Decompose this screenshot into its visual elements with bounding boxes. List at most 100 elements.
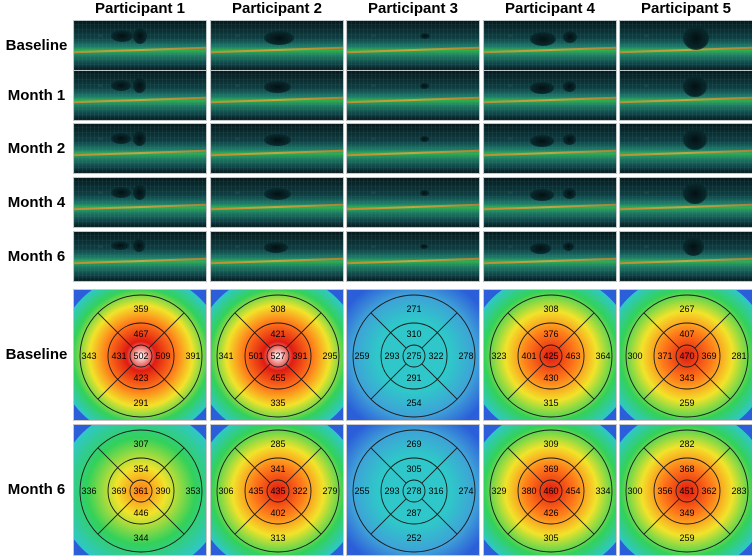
inner-superior-value: 341 — [270, 464, 285, 474]
retinal-fluid-region — [563, 241, 575, 252]
etdrs-sector-line — [558, 363, 595, 400]
retinal-fluid-region — [110, 79, 131, 91]
retinal-fluid-region — [419, 33, 430, 40]
column-header: Participant 4 — [504, 0, 596, 17]
inner-superior-value: 310 — [406, 329, 421, 339]
etdrs-sector-line — [234, 363, 271, 400]
retinal-fluid-region — [683, 182, 707, 205]
oct-scan-image — [346, 20, 480, 71]
inner-inferior-value: 402 — [270, 508, 285, 518]
outer-superior-value: 308 — [543, 304, 558, 314]
retinal-fluid-region — [133, 131, 146, 146]
thickness-map-graphic: 502 467 509 423 431 359 391 291 343 — [74, 290, 206, 420]
inner-nasal-value: 463 — [565, 351, 580, 361]
etdrs-ring — [489, 429, 613, 553]
inner-temporal-value: 401 — [521, 351, 536, 361]
etdrs-ring — [266, 479, 290, 503]
etdrs-ring — [107, 322, 175, 390]
outer-superior-value: 309 — [543, 439, 558, 449]
etdrs-sector-line — [694, 447, 731, 484]
retinal-fluid-region — [683, 25, 710, 50]
inner-nasal-value: 316 — [428, 486, 443, 496]
outer-superior-value: 285 — [270, 439, 285, 449]
thickness-map-graphic: 470 407 369 343 371 267 281 259 300 — [620, 290, 752, 420]
center-value: 502 — [133, 351, 148, 361]
etdrs-sector-line — [421, 312, 458, 349]
oct-row-label: Month 1 — [7, 86, 66, 104]
inner-nasal-value: 454 — [565, 486, 580, 496]
etdrs-ring — [244, 457, 312, 525]
retinal-fluid-region — [530, 31, 557, 46]
oct-scan-image — [619, 123, 752, 174]
etdrs-ring — [517, 322, 585, 390]
oct-scan-image — [210, 123, 344, 174]
inner-nasal-value: 362 — [701, 486, 716, 496]
inner-superior-value: 369 — [543, 464, 558, 474]
inner-inferior-value: 349 — [679, 508, 694, 518]
etdrs-ring — [79, 429, 203, 553]
retinal-fluid-region — [563, 30, 578, 43]
inner-inferior-value: 287 — [406, 508, 421, 518]
etdrs-ring — [402, 479, 426, 503]
etdrs-sector-line — [507, 312, 544, 349]
etdrs-sector-line — [148, 498, 185, 535]
retinal-fluid-region — [133, 239, 145, 253]
oct-row-label: Month 4 — [7, 193, 66, 211]
thickness-map-graphic: 278 305 316 287 293 269 274 252 255 — [347, 425, 479, 555]
outer-nasal-value: 283 — [731, 486, 746, 496]
map-row-label: Month 6 — [7, 481, 66, 498]
thickness-map-graphic: 361 354 390 446 369 307 353 344 336 — [74, 425, 206, 555]
inner-superior-value: 354 — [133, 464, 148, 474]
etdrs-sector-line — [643, 363, 680, 400]
inner-superior-value: 368 — [679, 464, 694, 474]
retinal-fluid-region — [133, 185, 146, 200]
etdrs-ring — [402, 344, 426, 368]
etdrs-sector-line — [97, 363, 134, 400]
inner-inferior-value: 291 — [406, 373, 421, 383]
etdrs-sector-line — [507, 363, 544, 400]
etdrs-sector-line — [694, 363, 731, 400]
oct-scan-image — [483, 70, 617, 121]
retinal-fluid-region — [683, 236, 705, 257]
column-header: Participant 2 — [231, 0, 323, 17]
retinal-fluid-region — [530, 134, 554, 148]
oct-scan-image — [346, 231, 480, 282]
center-value: 275 — [406, 351, 421, 361]
thickness-map: 278 305 316 287 293 269 274 252 255 — [346, 424, 480, 556]
thickness-map: 502 467 509 423 431 359 391 291 343 — [73, 289, 207, 421]
etdrs-sector-line — [148, 447, 185, 484]
retinal-fluid-region — [563, 187, 576, 199]
etdrs-sector-line — [97, 447, 134, 484]
outer-superior-value: 271 — [406, 304, 421, 314]
oct-scan-image — [73, 123, 207, 174]
retinal-fluid-region — [263, 187, 291, 201]
retinal-fluid-region — [110, 132, 131, 144]
retinal-fluid-region — [530, 81, 554, 95]
inner-inferior-value: 426 — [543, 508, 558, 518]
etdrs-sector-line — [694, 498, 731, 535]
etdrs-sector-line — [558, 447, 595, 484]
inner-temporal-value: 431 — [111, 351, 126, 361]
etdrs-ring — [675, 479, 699, 503]
outer-nasal-value: 391 — [185, 351, 200, 361]
inner-inferior-value: 455 — [270, 373, 285, 383]
retinal-fluid-region — [530, 242, 551, 254]
outer-inferior-value: 252 — [406, 533, 421, 543]
retinal-fluid-region — [419, 190, 429, 196]
outer-nasal-value: 334 — [595, 486, 610, 496]
outer-temporal-value: 341 — [218, 351, 233, 361]
outer-superior-value: 359 — [133, 304, 148, 314]
thickness-map: 435 341 322 402 435 285 279 313 306 — [210, 424, 344, 556]
thickness-map-graphic: 425 376 463 430 401 308 364 315 323 — [484, 290, 616, 420]
retinal-fluid-region — [110, 186, 131, 198]
center-value: 470 — [679, 351, 694, 361]
inner-temporal-value: 501 — [248, 351, 263, 361]
column-header: Participant 3 — [367, 0, 459, 17]
thickness-map-graphic: 527 421 391 455 501 308 295 335 341 — [211, 290, 343, 420]
oct-scan-image — [619, 70, 752, 121]
inner-inferior-value: 446 — [133, 508, 148, 518]
etdrs-sector-line — [643, 447, 680, 484]
inner-superior-value: 407 — [679, 329, 694, 339]
map-row-label: Baseline — [5, 346, 68, 363]
inner-temporal-value: 371 — [657, 351, 672, 361]
